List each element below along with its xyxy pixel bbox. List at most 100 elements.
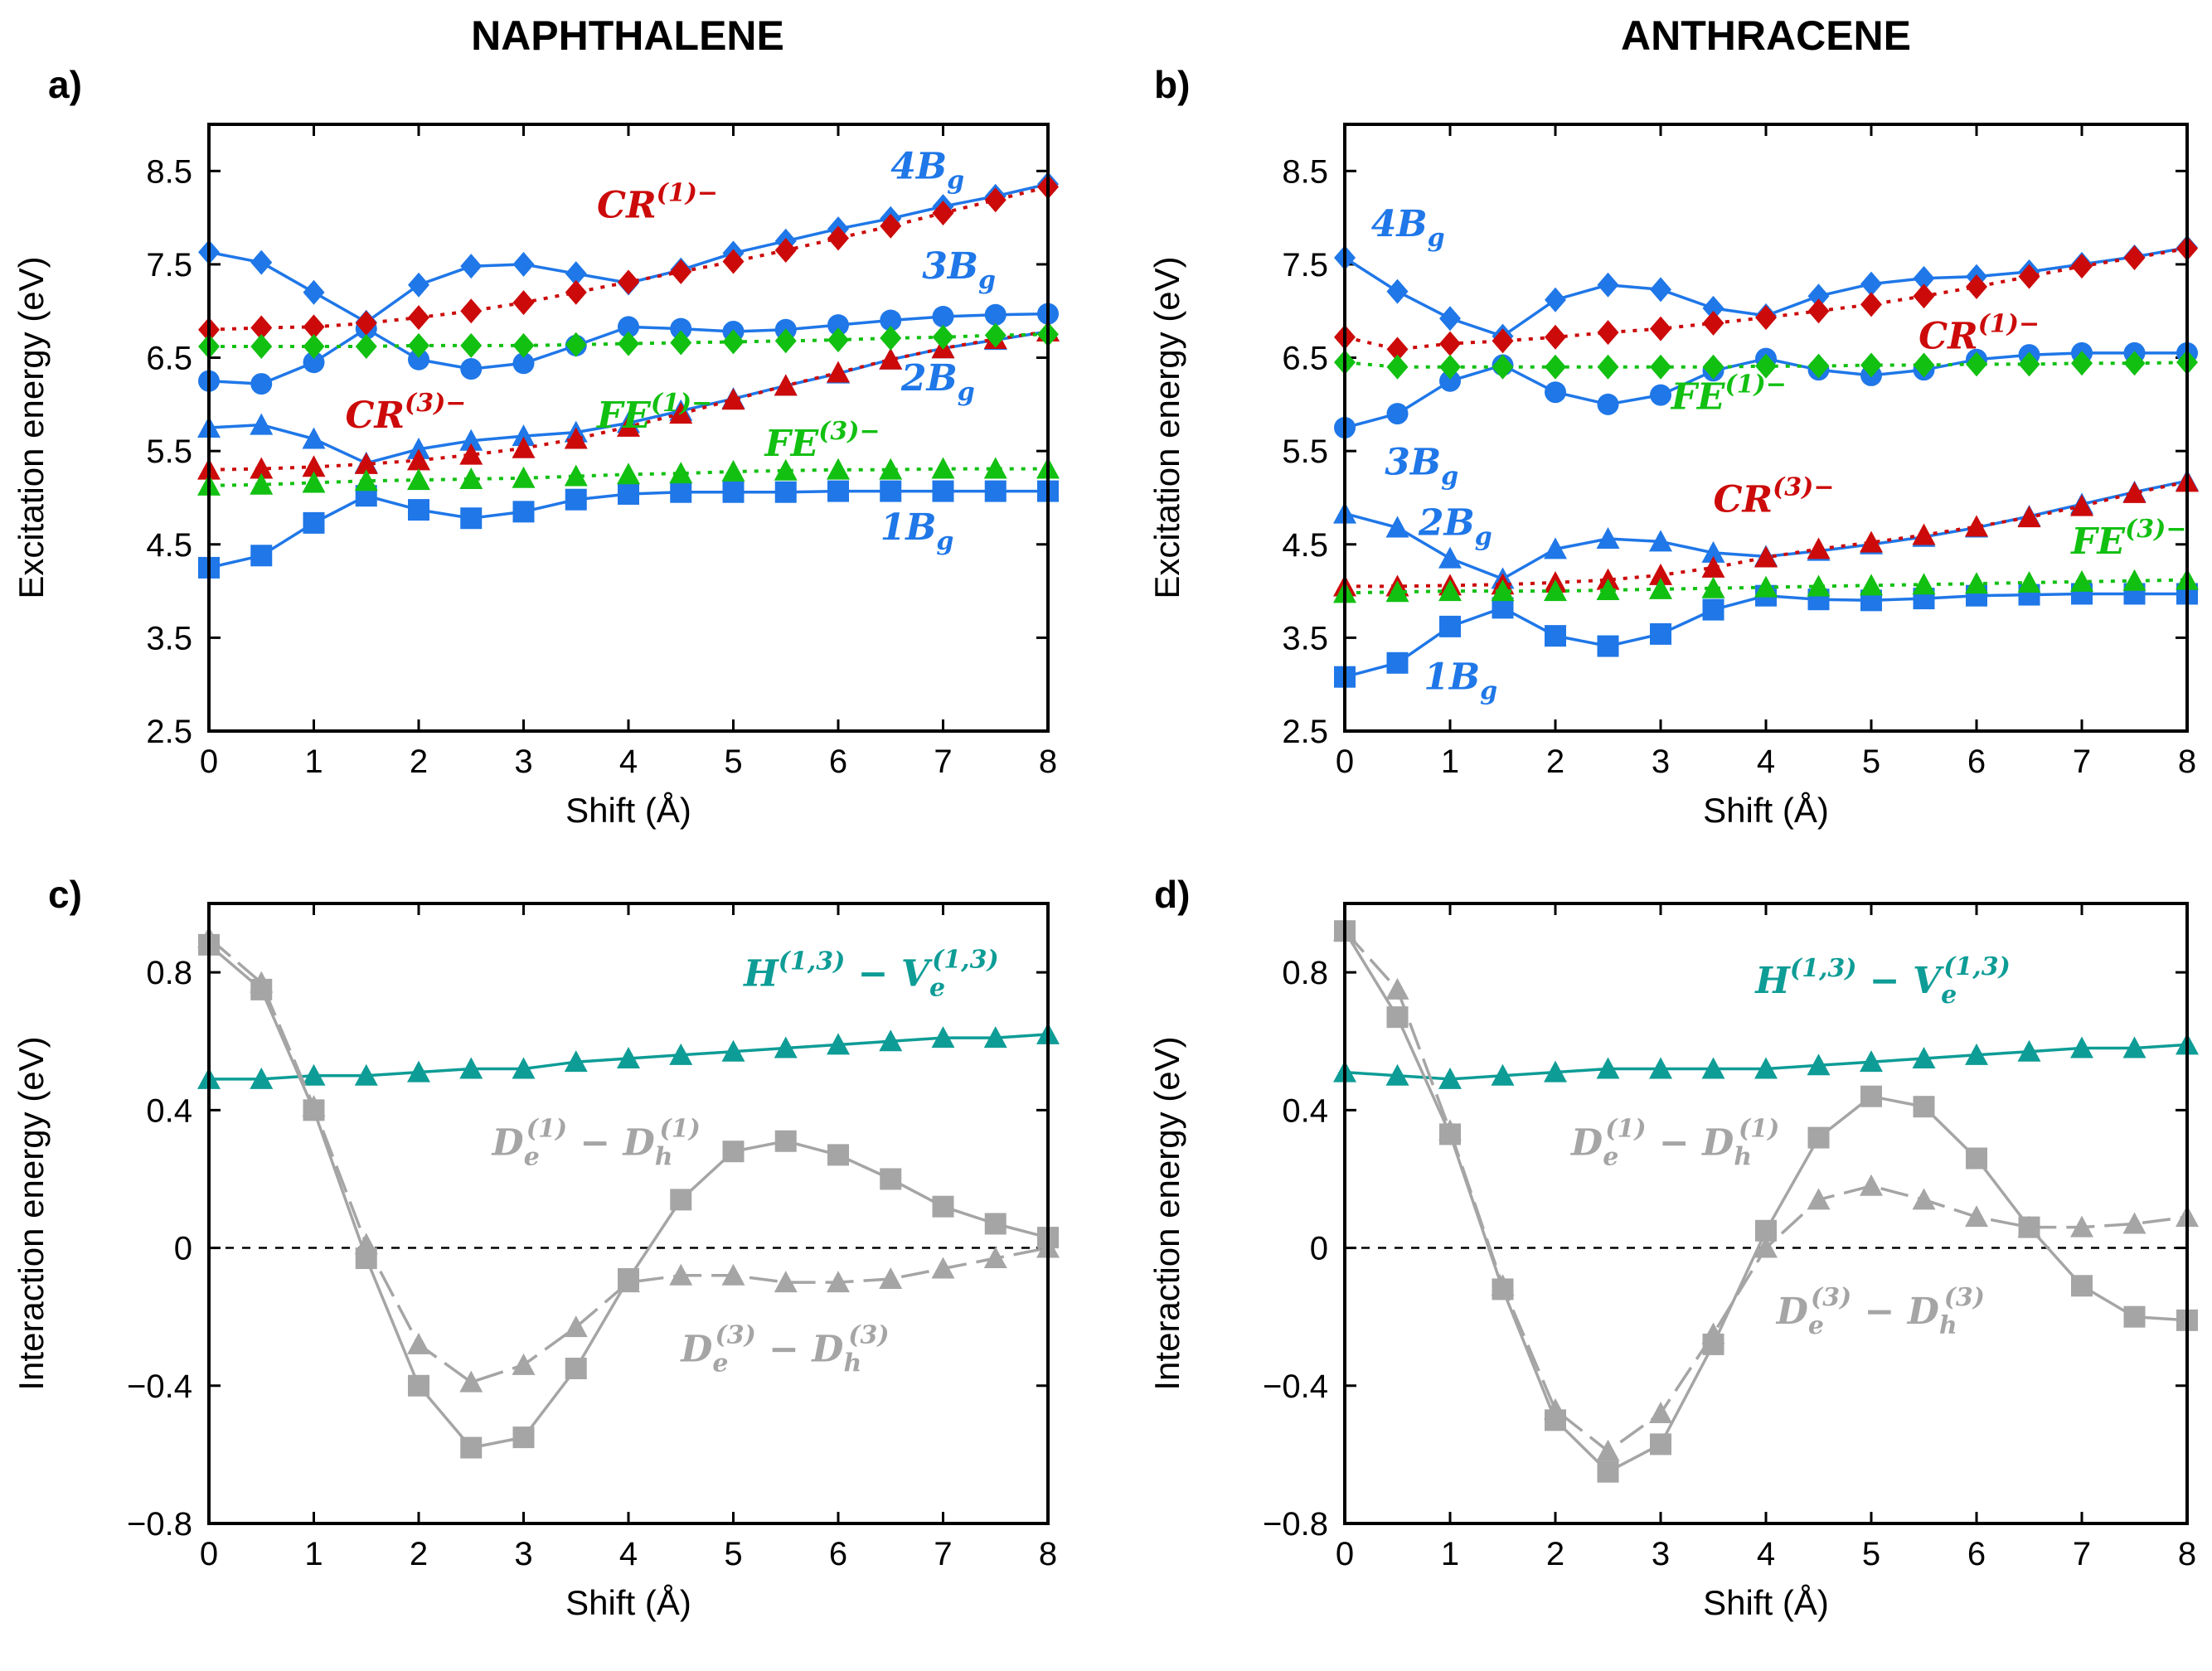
panel-d-series-de-3-dh-3-point [2070, 1215, 2093, 1238]
panel-a-xtick-label: 0 [200, 743, 218, 780]
panel-d-series-de-1-dh-1-point [1913, 1096, 1935, 1118]
panel-a-series-fe-3-point [931, 457, 955, 479]
panel-b: b) 0 1 2 3 4 5 6 7 8 2.5 3.5 4.5 5.5 6.5 7.5 8.5 Shift (Å… [1147, 63, 2199, 830]
panel-a-series-cr-1-point [722, 249, 745, 274]
panel-d-series-h-1-3-ve-1-3-point [1912, 1047, 1936, 1068]
panel-a-xlabel: Shift (Å) [565, 791, 691, 830]
panel-c-series-h-1-3-ve-1-3-point [827, 1033, 850, 1055]
panel-d-series-de-3-dh-3-point [2122, 1212, 2147, 1234]
panel-b-series-2bg-point [1596, 527, 1620, 550]
panel-a-annotation: FE(3)− [763, 417, 880, 465]
panel-a-series-fe-3-point [459, 467, 483, 489]
panel-c-series-de-1-dh-1-point [984, 1213, 1007, 1235]
panel-b-series-fe-3-point [1912, 573, 1936, 595]
panel-b-series-cr-3-point [1754, 545, 1778, 568]
panel-c-series-de-1-dh-1-point [932, 1195, 954, 1218]
panel-b-series-cr-1-point [2018, 264, 2040, 289]
panel-a-series-fe-3-point [250, 472, 274, 495]
panel-a-series-4bg-point [512, 251, 535, 277]
panel-d-series-h-1-3-ve-1-3-point [1438, 1067, 1462, 1089]
panel-b-annotation: CR(1)− [1919, 309, 2040, 357]
panel-a-series-fe-1-point [880, 325, 902, 351]
panel-a-series-1bg-point [984, 480, 1007, 502]
panel-c-series-de-3-dh-3-point [931, 1257, 955, 1279]
panel-c-series-h-1-3-ve-1-3-point [512, 1057, 536, 1079]
panel-c-xtick-label: 1 [304, 1536, 323, 1572]
panel-b-xtick-label: 8 [2178, 743, 2196, 780]
panel-c-frame [207, 902, 1050, 1525]
panel-a-series-1bg-point [565, 488, 587, 511]
panel-a-series-cr-1-line [208, 185, 1049, 332]
panel-a-ytick-label: 3.5 [146, 620, 192, 656]
panel-b-series-fe-3-point [1596, 578, 1620, 600]
panel-d-ytick-label: −0.8 [1263, 1506, 1328, 1543]
panel-a-series-cr-3-point [669, 402, 693, 424]
panel-c-series-de-1-dh-1-line [207, 943, 1049, 1450]
panel-d-xtick-label: 0 [1336, 1536, 1354, 1572]
panel-d-series-h-1-3-ve-1-3-point [1544, 1060, 1567, 1083]
panel-c-series-de-3-dh-3-point [617, 1271, 640, 1293]
panel-d-series-h-1-3-ve-1-3-point [1596, 1057, 1620, 1079]
panel-c-xtick-label: 2 [410, 1536, 428, 1572]
panel-c-series-de-1-dh-1 [198, 933, 1059, 1459]
panel-a-series-1bg-point [670, 481, 692, 503]
panel-d-series-de-1-dh-1-point [1807, 1126, 1830, 1149]
panel-b-series-cr-3-point [1807, 537, 1831, 559]
panel-c-series-h-1-3-ve-1-3-point [879, 1029, 903, 1052]
panel-a-series-cr-1-point [460, 298, 483, 324]
panel-c-series-de-3-dh-3-line [207, 937, 1049, 1384]
panel-b-series-1bg-point [1597, 635, 1619, 657]
panel-d-annotation: H(1,3) − Ve(1,3) [1754, 952, 2011, 1010]
panel-a-xtick-label: 1 [304, 743, 323, 780]
panel-a-series-fe-1-point [984, 322, 1007, 348]
panel-b-series-fe-1-point [1597, 354, 1619, 380]
panel-a-series-1bg-point [303, 511, 325, 534]
panel-a-series-cr-1-point [408, 305, 429, 331]
panel-b-series-3bg-point [1386, 403, 1409, 425]
panel-b-series-4bg-point [1386, 278, 1409, 304]
panel-d-xtick-label: 6 [1967, 1536, 1986, 1572]
panel-d-series-de-1-dh-1-point [1966, 1147, 1987, 1170]
panel-d-series-h-1-3-ve-1-3-point [1860, 1050, 1883, 1073]
panel-a-series-fe-3-point [564, 464, 588, 487]
panel-a-series-3bg-point [250, 373, 273, 395]
panel-a-series-3bg-point [670, 317, 692, 340]
panel-a-annotation: FE(1)− [595, 389, 712, 437]
panel-d-series-h-1-3-ve-1-3-point [1754, 1057, 1778, 1079]
panel-b-xlabel: Shift (Å) [1703, 791, 1829, 830]
panel-a-series-cr-1-point [250, 315, 273, 341]
panel-a-series-fe-1-point [932, 324, 954, 350]
panel-c-series-h-1-3-ve-1-3-point [617, 1047, 640, 1068]
panel-a-series-2bg-point [512, 424, 536, 447]
panel-c-ylabel: Interaction energy (eV) [12, 1036, 51, 1390]
panel-b-series-3bg-point [1545, 381, 1566, 404]
panel-d-series-h-1-3-ve-1-3-point [1701, 1057, 1725, 1079]
panel-a-series-cr-3-point [617, 414, 640, 437]
panel-c-ytick-label: 0.4 [146, 1092, 192, 1129]
panel-d-series-de-3-dh-3-point [1754, 1236, 1778, 1258]
panel-b-annotation: 3Bg [1385, 441, 1458, 491]
panel-b-series-3bg-point [1439, 370, 1461, 392]
panel-a-series-2bg-point [459, 429, 483, 451]
panel-a-series-cr-1-point [565, 279, 587, 305]
panel-a-annotation: 2Bg [900, 357, 975, 407]
panel-b-series-1bg-point [1650, 622, 1671, 645]
panel-a-series-cr-3-point [721, 388, 745, 410]
panels: a) 0 1 2 3 4 5 6 7 8 2.5 3.5 4.5 5.5 6.5 7.5 8.5 Shift (Å… [12, 63, 2199, 1622]
panel-b-series-cr-1-point [1755, 305, 1777, 331]
panel-b-ytick-label: 7.5 [1282, 247, 1328, 283]
panel-a-xtick-label: 6 [829, 743, 847, 780]
panel-a-xtick-label: 7 [934, 743, 952, 780]
panel-d-series-h-1-3-ve-1-3-point [1491, 1063, 1515, 1086]
panel-a-ytick-label: 7.5 [146, 247, 192, 283]
panel-b-series-cr-3-point [2122, 481, 2147, 503]
panel-b-series-cr-3-point [2070, 494, 2093, 516]
panel-c-series-de-3-dh-3-point [459, 1370, 483, 1392]
panel-a-series-cr-3-point [564, 427, 588, 449]
panel-b-xtick-label: 4 [1757, 743, 1775, 780]
panel-b-xtick-label: 2 [1546, 743, 1564, 780]
panel-a-series-cr-3-point [512, 436, 536, 458]
panel-d-xtick-label: 3 [1652, 1536, 1670, 1572]
panel-a-series-1bg-point [408, 499, 429, 521]
panel-a-series-fe-3-point [354, 469, 378, 492]
